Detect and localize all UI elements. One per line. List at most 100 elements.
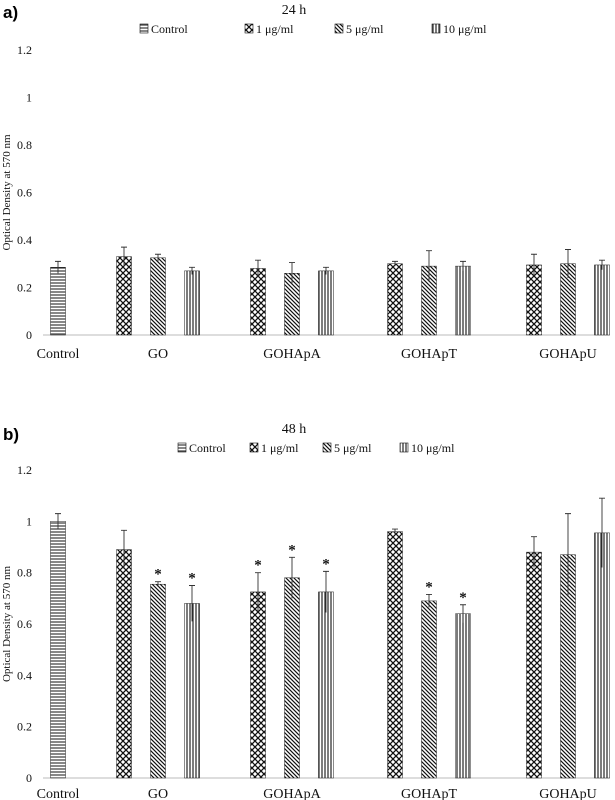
error-bar — [599, 259, 605, 270]
bar — [284, 577, 300, 779]
panel-label: a) — [3, 3, 18, 22]
category-label: Control — [37, 787, 80, 800]
legend-label: 10 μg/ml — [443, 22, 487, 36]
panel-b: b) 48 h Control 1 μg/ml 5 μg/ml 10 μg/ml Optic… — [1, 422, 610, 800]
y-tick-label: 0 — [26, 771, 32, 785]
error-bar — [531, 253, 537, 276]
bar — [184, 603, 200, 779]
legend-swatch — [334, 23, 344, 34]
error-bar — [189, 266, 195, 275]
legend-label: 1 μg/ml — [261, 441, 299, 455]
category-label: GOHApT — [401, 787, 457, 800]
legend-label: 1 μg/ml — [256, 22, 294, 36]
bar — [594, 264, 610, 336]
error-bar — [255, 259, 261, 277]
error-bar — [55, 513, 61, 530]
category-label: GOHApU — [539, 787, 597, 800]
legend-label: 5 μg/ml — [346, 22, 384, 36]
y-tick-label: 0.8 — [17, 566, 32, 580]
significance-marker: * — [459, 590, 467, 606]
significance-marker: * — [154, 567, 162, 583]
error-bar — [426, 250, 432, 282]
error-bar — [531, 536, 537, 568]
y-tick-label: 1 — [26, 91, 32, 105]
category-label: GOHApU — [539, 347, 597, 362]
legend-swatch — [139, 23, 149, 34]
panel-label: b) — [3, 425, 19, 444]
error-bar — [121, 529, 127, 569]
y-tick-label: 0.4 — [17, 668, 32, 682]
bar — [50, 521, 66, 779]
legend-swatch — [244, 23, 254, 34]
error-bar — [599, 497, 605, 568]
bar — [318, 270, 334, 336]
legend-label: 10 μg/ml — [411, 441, 455, 455]
y-tick-label: 0.6 — [17, 617, 32, 631]
error-bar — [565, 249, 571, 278]
error-bar — [323, 570, 329, 613]
error-bar — [55, 260, 61, 274]
category-label: GOHApA — [263, 347, 321, 362]
bar — [50, 267, 66, 336]
legend-swatch — [322, 442, 332, 453]
error-bar — [289, 556, 295, 599]
legend-swatch — [431, 23, 441, 34]
panel-a: a) 24 h Control 1 μg/ml 5 μg/ml 10 μg/ml Optic… — [1, 3, 610, 362]
error-bar — [289, 262, 295, 284]
chart-title: 48 h — [282, 422, 307, 437]
category-label: Control — [37, 347, 80, 362]
bar — [150, 583, 166, 779]
bar — [455, 613, 471, 779]
bar — [150, 257, 166, 336]
y-tick-label: 1.2 — [17, 43, 32, 57]
y-tick-label: 1.2 — [17, 463, 32, 477]
category-label: GO — [148, 787, 168, 800]
error-bar — [426, 594, 432, 608]
y-tick-label: 1 — [26, 514, 32, 528]
y-tick-label: 0.2 — [17, 281, 32, 295]
category-label: GO — [148, 347, 168, 362]
bar — [250, 591, 266, 779]
bar — [387, 263, 403, 336]
error-bar — [392, 260, 398, 267]
error-bar — [121, 246, 127, 267]
significance-marker: * — [254, 558, 262, 574]
bar — [455, 265, 471, 336]
error-bar — [189, 585, 195, 622]
legend-label: Control — [151, 22, 188, 36]
bar — [526, 551, 542, 779]
significance-marker: * — [322, 556, 330, 572]
bar — [116, 549, 132, 779]
error-bar — [460, 604, 466, 623]
bar — [184, 270, 200, 336]
significance-marker: * — [288, 542, 296, 558]
error-bar — [155, 581, 161, 587]
y-tick-label: 0.4 — [17, 233, 32, 247]
error-bar — [155, 253, 161, 262]
bar — [116, 256, 132, 336]
y-axis-label: Optical Density at 570 nm — [1, 134, 13, 251]
bar — [421, 600, 437, 779]
y-axis-label: Optical Density at 570 nm — [1, 566, 13, 683]
significance-marker: * — [188, 571, 196, 587]
error-bar — [392, 528, 398, 535]
y-tick-label: 0.6 — [17, 186, 32, 200]
category-label: GOHApA — [263, 787, 321, 800]
category-label: GOHApT — [401, 347, 457, 362]
bar — [250, 268, 266, 336]
error-bar — [460, 260, 466, 271]
legend-label: Control — [189, 441, 226, 455]
y-tick-label: 0.2 — [17, 720, 32, 734]
legend-swatch — [399, 442, 409, 453]
bar — [594, 532, 610, 779]
y-tick-label: 0 — [26, 328, 32, 342]
legend-label: 5 μg/ml — [334, 441, 372, 455]
error-bar — [323, 266, 329, 275]
legend-swatch — [177, 442, 187, 453]
chart-title: 24 h — [282, 3, 307, 18]
legend-swatch — [249, 442, 259, 453]
error-bar — [255, 572, 261, 612]
error-bar — [565, 513, 571, 596]
y-tick-label: 0.8 — [17, 138, 32, 152]
